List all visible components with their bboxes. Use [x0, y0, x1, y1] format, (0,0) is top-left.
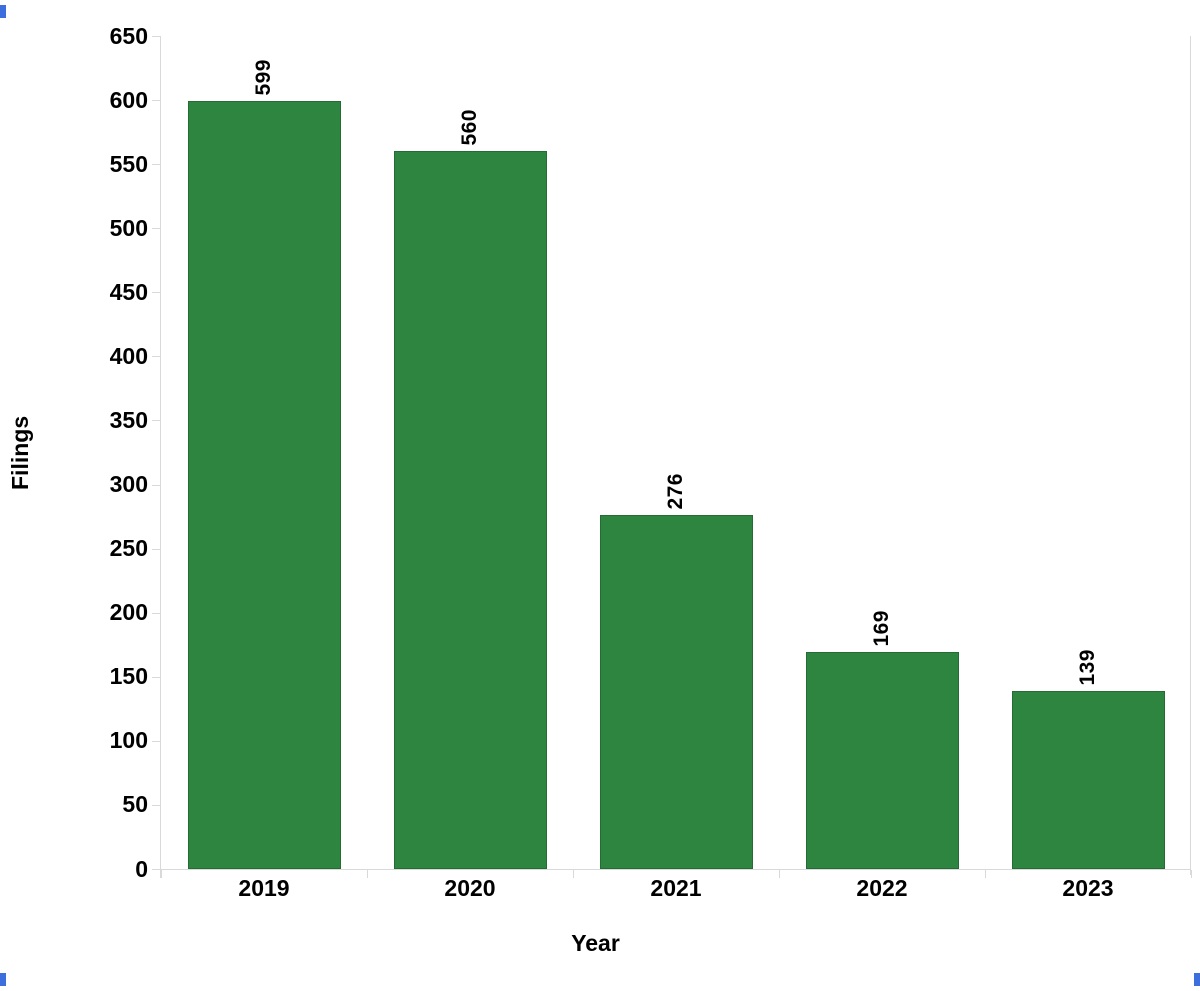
- x-axis-tick-label: 2022: [856, 875, 908, 901]
- y-axis-tick: [152, 228, 160, 229]
- x-axis-tick-label: 2021: [650, 875, 702, 901]
- x-axis-tick: [367, 870, 368, 878]
- y-axis-tick-label: 450: [109, 279, 148, 305]
- y-axis-tick: [152, 164, 160, 165]
- bar-2019: [188, 101, 341, 869]
- selection-corner-mark-bottom-right: [1194, 973, 1200, 986]
- x-axis-tick-label: 2020: [444, 875, 496, 901]
- bar-2020: [394, 151, 547, 869]
- y-axis-tick: [152, 292, 160, 293]
- y-axis-line: [160, 36, 161, 878]
- x-axis-tick: [161, 870, 162, 878]
- x-axis-tick: [779, 870, 780, 878]
- y-axis-tick: [152, 485, 160, 486]
- selection-corner-mark-bottom-left: [0, 973, 6, 986]
- y-axis-tick-label: 400: [109, 343, 148, 369]
- bar-value-label: 276: [664, 473, 687, 510]
- y-axis-tick: [152, 677, 160, 678]
- x-axis-title: Year: [571, 930, 620, 956]
- y-axis-tick: [152, 356, 160, 357]
- y-axis-tick-label: 550: [109, 151, 148, 177]
- bar-value-label: 560: [458, 109, 481, 146]
- bar-value-label: 169: [870, 610, 893, 647]
- y-axis-tick-label: 0: [135, 856, 148, 882]
- x-axis-tick-label: 2023: [1062, 875, 1114, 901]
- x-axis-line: [161, 869, 1191, 870]
- bar-value-label: 599: [252, 59, 275, 96]
- y-axis-tick-label: 500: [109, 215, 148, 241]
- bar-2022: [806, 652, 959, 869]
- y-axis-tick: [152, 100, 160, 101]
- bar-2023: [1012, 691, 1165, 869]
- y-axis-tick: [152, 869, 160, 870]
- y-axis-tick-label: 300: [109, 471, 148, 497]
- y-axis-tick-label: 150: [109, 663, 148, 689]
- y-axis-tick: [152, 36, 160, 37]
- y-axis-title: Filings: [7, 415, 33, 490]
- x-axis-tick: [573, 870, 574, 878]
- bar-2021: [600, 515, 753, 869]
- y-axis-tick-label: 250: [109, 535, 148, 561]
- x-axis-tick-label: 2019: [238, 875, 290, 901]
- right-axis-line: [1190, 36, 1191, 875]
- selection-corner-mark-top-left: [0, 5, 6, 18]
- y-axis-tick-label: 350: [109, 407, 148, 433]
- y-axis-tick: [152, 549, 160, 550]
- x-axis-tick: [1191, 870, 1192, 878]
- y-axis-tick: [152, 613, 160, 614]
- x-axis-tick: [985, 870, 986, 878]
- y-axis-tick-label: 50: [122, 791, 148, 817]
- y-axis-tick: [152, 420, 160, 421]
- y-axis-tick-label: 600: [109, 87, 148, 113]
- y-axis-tick: [152, 741, 160, 742]
- y-axis-tick-label: 650: [109, 23, 148, 49]
- y-axis-tick-label: 200: [109, 599, 148, 625]
- bar-value-label: 139: [1076, 649, 1099, 686]
- y-axis-tick: [152, 805, 160, 806]
- y-axis-tick-label: 100: [109, 727, 148, 753]
